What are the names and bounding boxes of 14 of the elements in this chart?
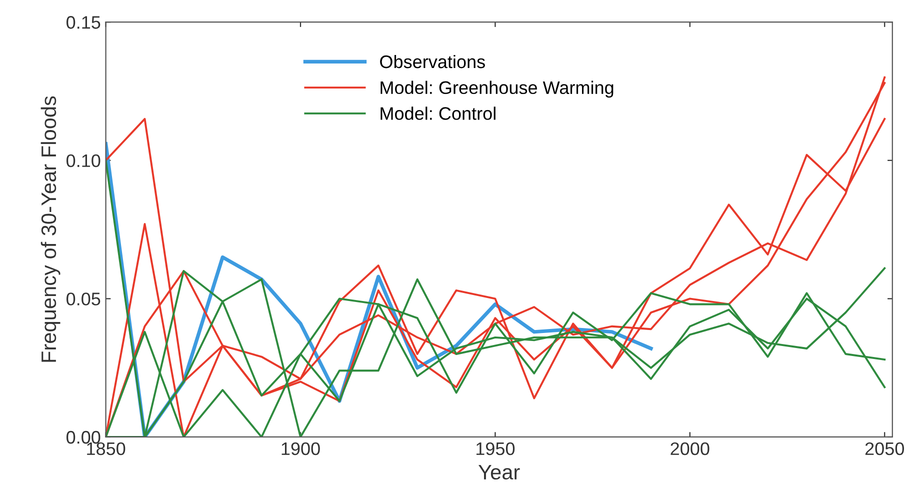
legend-label: Model: Control (380, 106, 496, 120)
y-tick-label: 0.00 (66, 430, 100, 444)
x-axis-title: Year (478, 465, 520, 480)
x-tick-label: 2000 (670, 442, 710, 456)
x-tick-label: 1850 (87, 442, 126, 456)
x-tick-label: 1950 (476, 442, 515, 456)
legend-label: Observations (380, 54, 485, 68)
y-tick-label: 0.15 (66, 16, 100, 29)
x-tick-label: 1900 (282, 442, 320, 456)
y-tick-label: 0.10 (66, 154, 100, 168)
y-axis-title: Frequency of 30-Year Floods (40, 96, 60, 362)
x-tick-label: 2050 (865, 442, 904, 456)
legend-label: Model: Greenhouse Warming (380, 80, 614, 98)
y-tick-label: 0.05 (66, 292, 100, 306)
